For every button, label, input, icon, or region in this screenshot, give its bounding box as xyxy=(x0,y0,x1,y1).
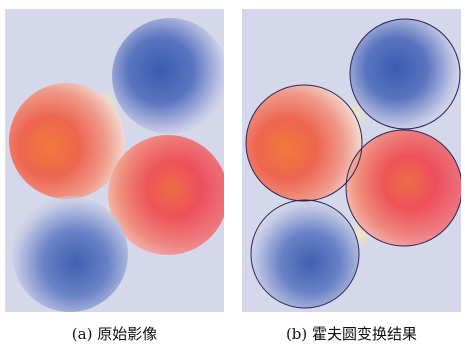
detected-circle-outline xyxy=(349,18,461,130)
original-image-panel xyxy=(5,9,224,312)
blob-warm-middle-left xyxy=(9,83,125,199)
blob-cool-bottom-left xyxy=(251,200,359,308)
caption-hough-result: (b) 霍夫圆变换结果 xyxy=(285,325,418,343)
hough-result-panel xyxy=(242,9,461,312)
caption-original-image: (a) 原始影像 xyxy=(71,325,158,343)
blob-warm-middle-left xyxy=(246,85,362,201)
detected-circle-outlines xyxy=(245,18,461,309)
hough-result-image xyxy=(242,9,461,312)
blob-warm-middle-right-edge xyxy=(108,135,224,255)
detected-circle-outline xyxy=(345,129,461,247)
blob-warm-middle-right-edge xyxy=(346,130,461,246)
detected-circle-outline xyxy=(250,199,360,309)
blob-cool-bottom-left xyxy=(12,196,128,312)
original-image xyxy=(5,9,224,312)
detected-circle-outline xyxy=(245,84,363,202)
blob-cool-top-right xyxy=(350,19,460,129)
blob-cool-top-right xyxy=(112,18,224,134)
